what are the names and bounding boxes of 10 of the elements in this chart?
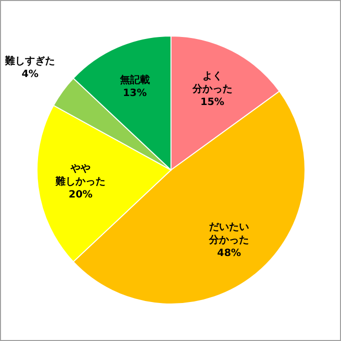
slice-label: 難しすぎた [4,54,56,67]
slice-label: よく分かった [191,70,232,95]
slice-label: 無記載 [118,74,150,86]
slice-label: だいたい分かった [208,222,250,246]
data-label: 20% [68,189,93,200]
data-label: 13% [122,88,147,99]
data-label: 48% [217,248,242,259]
data-label: 4% [22,68,39,80]
data-label: 15% [200,96,224,108]
slice-label: やや難しかった [54,163,106,188]
